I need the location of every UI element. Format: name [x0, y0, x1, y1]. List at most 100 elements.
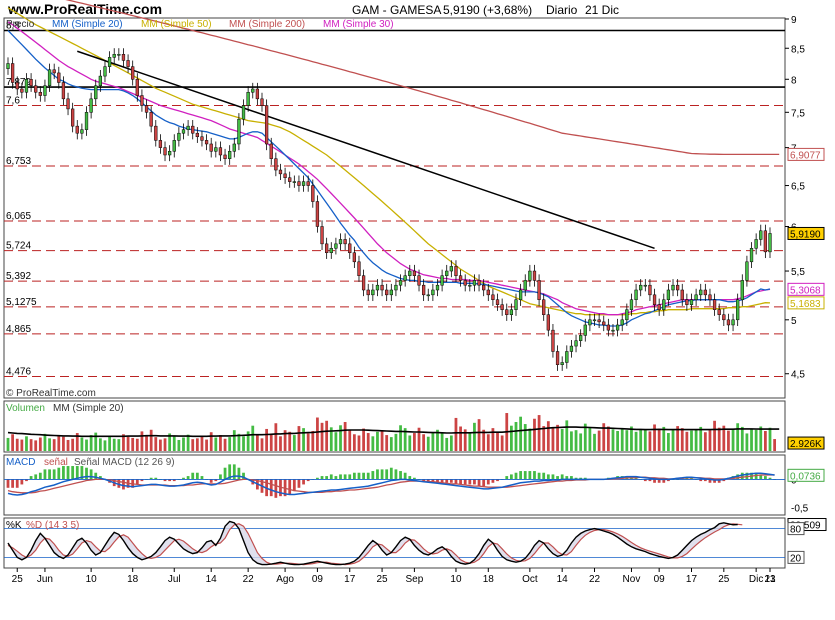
macd-histogram-bar	[394, 469, 398, 480]
volume-bar	[593, 433, 596, 451]
volume-bar	[408, 435, 412, 451]
macd-histogram-bar	[459, 479, 462, 485]
volume-bar	[533, 418, 536, 451]
macd-histogram-bar	[269, 479, 273, 497]
macd-histogram-bar	[408, 476, 412, 480]
volume-bar	[426, 436, 430, 451]
candle-body	[712, 299, 717, 310]
x-axis-label: 22	[243, 574, 255, 585]
candle-body	[126, 60, 130, 67]
candle-body	[722, 314, 726, 321]
macd-histogram-bar	[768, 477, 772, 480]
candle-body	[482, 284, 486, 291]
macd-histogram-bar	[339, 474, 342, 480]
volume-bar	[736, 423, 740, 451]
volume-bar	[653, 424, 656, 451]
volume-bar	[634, 431, 638, 451]
volume-bar	[43, 433, 47, 451]
candle-body	[223, 154, 227, 159]
volume-bar	[376, 431, 379, 451]
volume-bar	[514, 422, 518, 451]
candle-body	[357, 261, 361, 276]
volume-bar	[745, 433, 749, 451]
candle-body	[505, 309, 509, 315]
candle-body	[163, 147, 167, 156]
candle-body	[366, 289, 370, 296]
candle-body	[200, 136, 204, 141]
candle-body	[546, 314, 550, 331]
volume-bar	[265, 428, 269, 451]
candle-body	[435, 284, 440, 291]
macd-histogram-bar	[274, 479, 278, 498]
macd-histogram-bar	[334, 476, 338, 480]
volume-bar	[449, 435, 453, 451]
volume-bar	[339, 425, 342, 451]
candle-body	[274, 158, 278, 171]
macd-histogram-bar	[366, 472, 370, 480]
macd-histogram-bar	[343, 474, 347, 480]
macd-histogram-bar	[223, 467, 227, 480]
volume-bar	[214, 437, 218, 451]
price-last-box	[787, 226, 825, 240]
candle-body	[66, 98, 70, 110]
volume-bar	[519, 416, 523, 451]
candle-body	[278, 169, 283, 175]
volume-bar	[357, 435, 361, 451]
macd-histogram-bar	[496, 479, 499, 482]
macd-histogram-bar	[648, 479, 652, 482]
volume-bar	[149, 429, 153, 451]
volume-bar	[154, 437, 158, 451]
volume-bar	[52, 439, 56, 451]
candle-body	[583, 324, 587, 336]
candle-body	[149, 112, 153, 127]
volume-bar	[362, 428, 365, 451]
macd-signal-legend: señal	[44, 457, 68, 468]
candle-body	[532, 270, 537, 281]
x-axis-label: 14	[206, 574, 218, 585]
macd-histogram-bar	[574, 477, 578, 480]
level-label: 8,8	[6, 21, 20, 32]
macd-histogram-bar	[570, 476, 573, 480]
volume-bar	[191, 439, 195, 451]
candle-body	[320, 226, 324, 245]
macd-histogram-bar	[713, 479, 716, 483]
candle-body	[629, 299, 634, 310]
volume-bar	[15, 438, 19, 451]
volume-bar	[316, 417, 319, 451]
candle-body	[112, 54, 116, 58]
macd-histogram-bar	[413, 477, 416, 480]
macd-histogram-bar	[473, 479, 476, 485]
volume-last-box	[787, 436, 825, 450]
volume-bar	[699, 426, 703, 451]
candle-body	[195, 132, 199, 138]
candle-body	[191, 125, 195, 134]
x-axis-label: 25	[377, 574, 389, 585]
candle-body	[306, 181, 310, 186]
volume-bar	[463, 429, 467, 451]
sma20-line	[7, 30, 771, 327]
candle-body	[634, 289, 638, 300]
volume-bar	[750, 429, 753, 451]
candle-body	[103, 66, 107, 77]
candle-body	[500, 304, 504, 310]
volume-bar	[269, 433, 273, 451]
volume-bar	[71, 438, 75, 451]
sma50-last-box	[787, 296, 825, 310]
macd-histogram-bar	[468, 479, 472, 485]
candle-body	[71, 108, 75, 127]
candle-body	[551, 329, 555, 352]
candle-body	[417, 275, 421, 286]
volume-bar	[713, 420, 716, 451]
macd-histogram-bar	[422, 479, 426, 482]
macd-histogram-bar	[436, 479, 439, 483]
macd-histogram-bar	[182, 477, 185, 480]
volume-bar	[583, 423, 587, 451]
volume-bar	[274, 423, 278, 451]
candle-body	[468, 284, 472, 287]
volume-bar	[255, 435, 259, 451]
sma30-last-box	[787, 282, 825, 296]
macd-histogram-bar	[426, 479, 430, 482]
volume-bar	[283, 430, 287, 451]
candle-body	[172, 140, 176, 152]
macd-histogram-bar	[122, 479, 125, 490]
